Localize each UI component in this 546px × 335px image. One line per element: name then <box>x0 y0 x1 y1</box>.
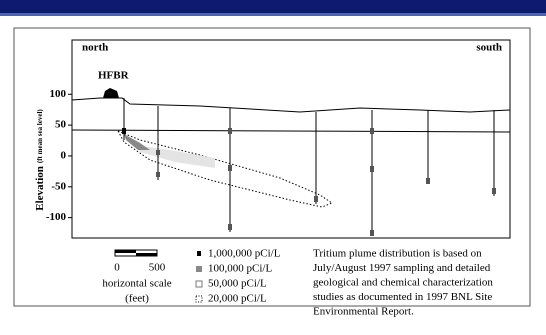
scale-unit: (feet) <box>125 293 149 305</box>
note-line: Environmental Report. <box>313 306 414 318</box>
legend-swatch <box>196 266 202 272</box>
figure: north south HFBR Elevation (ft mean sea l… <box>0 0 546 335</box>
ground-surface <box>72 98 510 112</box>
scale-start: 0 <box>114 262 120 274</box>
hfbr-label: HFBR <box>98 70 130 82</box>
y-tick-label: 50 <box>55 119 67 131</box>
plume-20000 <box>118 131 332 207</box>
south-label: south <box>476 42 502 54</box>
north-label: north <box>82 42 108 54</box>
note-line: geological and chemical characterization <box>313 277 493 289</box>
top-bar-accent <box>0 13 546 16</box>
y-tick-label: -100 <box>46 211 67 223</box>
axis-label: Elevation (ft mean sea level) <box>34 109 46 211</box>
legend-label: 50,000 pCi/L <box>208 278 267 290</box>
y-tick-label: 100 <box>50 88 67 100</box>
scale-bar-fill <box>115 250 136 253</box>
axis-label-unit: (ft mean sea level) <box>36 109 44 164</box>
legend-swatch <box>196 281 202 287</box>
legend-label: 20,000 pCi/L <box>208 293 267 305</box>
y-tick-label: 0 <box>61 149 67 161</box>
note: Tritium plume distribution is based on Ju… <box>313 248 493 318</box>
axis-label-main: Elevation <box>34 166 46 211</box>
legend-swatch <box>196 296 202 302</box>
screens <box>156 128 496 236</box>
note-line: Tritium plume distribution is based on <box>313 248 482 260</box>
legend-label: 1,000,000 pCi/L <box>208 248 281 260</box>
legend-label: 100,000 pCi/L <box>208 263 272 275</box>
legend-swatch <box>197 251 201 256</box>
note-line: July/August 1997 sampling and detailed <box>313 262 491 274</box>
scale-end: 500 <box>149 262 166 274</box>
top-bar <box>0 0 546 13</box>
legend: 1,000,000 pCi/L 100,000 pCi/L 50,000 pCi/L… <box>208 248 281 305</box>
scale-bar-fill <box>136 253 157 256</box>
hfbr-building <box>103 88 119 98</box>
scale-title: horizontal scale <box>102 278 171 290</box>
note-line: studies as documented in 1997 BNL Site <box>313 291 492 303</box>
water-table <box>72 130 510 132</box>
y-tick-label: -50 <box>51 180 66 192</box>
